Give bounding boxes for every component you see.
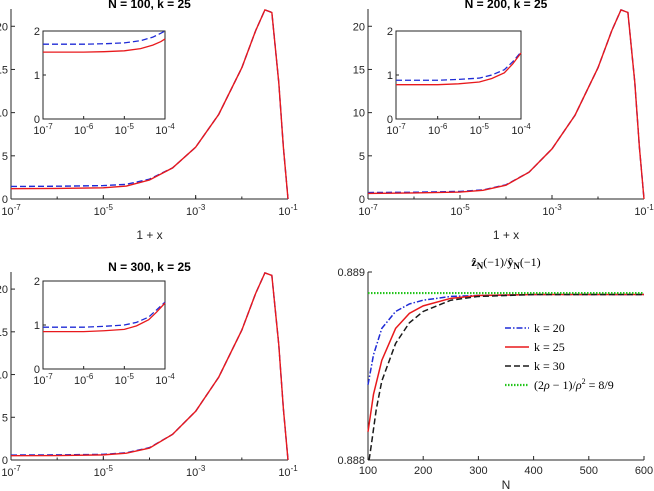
- p1-inset-xtick-label: 10-7: [33, 122, 53, 137]
- p2-inset-ytick-label: 1: [387, 70, 393, 82]
- p1-inset-xtick-label: 10-4: [155, 122, 175, 137]
- p4-legend: k = 20 k = 25 k = 30 (2ρ − 1)/ρ2 = 8/9: [505, 321, 614, 392]
- p2-xlabel: 1 + x: [493, 228, 519, 242]
- p1-inset: 0 1 2 10-7 10-6 10-5 10-4: [33, 26, 175, 137]
- p1-ytick-label: 20: [0, 21, 8, 33]
- p3-inset-xtick-label: 10-7: [33, 372, 53, 387]
- p1-inset-series-red: [43, 38, 166, 53]
- p3-inset-ytick-label: 0: [34, 364, 40, 376]
- p3-inset-series-red: [43, 302, 166, 333]
- p4-xtick-label: 300: [469, 465, 487, 477]
- p3-inset: 0 1 2 10-7 10-6 10-5 10-4: [33, 276, 175, 387]
- p3-title: N = 300, k = 25: [108, 260, 191, 274]
- p4-series-2: [368, 293, 644, 461]
- p1-inset-ytick-label: 2: [34, 26, 40, 38]
- p1-xtick-label: 10-5: [94, 203, 114, 218]
- p1-ytick-label: 5: [2, 151, 8, 163]
- p4-xtick-label: 400: [524, 465, 542, 477]
- p1-xtick-label: 10-1: [278, 203, 298, 218]
- p2-ytick-label: 10: [353, 108, 365, 120]
- p1-ytick-label: 10: [0, 108, 8, 120]
- p2-inset-xtick-label: 10-4: [511, 122, 531, 137]
- p3-ytick-label: 15: [0, 327, 8, 339]
- p2-title: N = 200, k = 25: [465, 0, 548, 11]
- p2-inset: 0 1 2 10-7 10-6 10-5 10-4: [386, 26, 531, 137]
- p2-ytick-label: 0: [359, 194, 365, 206]
- p4-xtick-label: 200: [414, 465, 432, 477]
- p4-legend-label-3: (2ρ − 1)/ρ2 = 8/9: [534, 377, 614, 392]
- p1-ytick-label: 0: [2, 194, 8, 206]
- p3-ytick-label: 10: [0, 370, 8, 382]
- p2-inset-series-red: [396, 52, 522, 86]
- p3-xtick-label: 10-5: [94, 464, 114, 479]
- p4-xtick-label: 100: [359, 465, 377, 477]
- p3-ytick-label: 5: [2, 412, 8, 424]
- p3-xtick-label: 10-7: [1, 464, 21, 479]
- p2-series-red: [367, 8, 645, 200]
- p2-inset-box: [395, 30, 522, 120]
- p2-ytick-label: 20: [353, 21, 365, 33]
- p3-xlabel: 1 + x: [136, 489, 162, 491]
- p1-inset-xtick-label: 10-5: [115, 122, 135, 137]
- p1-xtick-label: 10-3: [186, 203, 206, 218]
- p1-xtick-label: 10-7: [1, 203, 21, 218]
- p3-inset-ytick-label: 2: [34, 276, 40, 288]
- p2-inset-xtick-label: 10-5: [470, 122, 490, 137]
- panel-n100: N = 100, k = 250510152010-710-510-310-11…: [0, 0, 298, 242]
- p3-inset-box: [42, 280, 166, 370]
- p2-ytick-label: 5: [359, 151, 365, 163]
- p3-ytick-label: 20: [0, 284, 8, 296]
- panel-ratio-vs-n: ẑN(−1)/ŷN(−1) 0.888 0.889 100 200 300 400 500 60…: [337, 255, 653, 491]
- panel-n300: N = 300, k = 250510152010-710-510-310-11…: [0, 260, 298, 491]
- p3-series-red: [10, 271, 289, 461]
- p4-legend-label-0: k = 20: [534, 321, 565, 335]
- p4-title: ẑN(−1)/ŷN(−1): [471, 255, 540, 271]
- p2-inset-ytick-label: 2: [387, 26, 393, 38]
- p1-ytick-label: 15: [0, 64, 8, 76]
- p4-ytick-label: 0.888: [337, 455, 365, 467]
- p1-inset-series-blue: [43, 30, 166, 45]
- p2-xtick-label: 10-5: [450, 203, 470, 218]
- p3-ytick-label: 0: [2, 455, 8, 467]
- p3-inset-xtick-label: 10-4: [155, 372, 175, 387]
- p4-legend-label-2: k = 30: [534, 359, 565, 373]
- p2-inset-xtick-label: 10-7: [386, 122, 406, 137]
- p1-title: N = 100, k = 25: [108, 0, 191, 11]
- p4-xtick-label: 500: [580, 465, 598, 477]
- p1-inset-xtick-label: 10-6: [74, 122, 94, 137]
- p1-inset-ytick-label: 0: [34, 114, 40, 126]
- p2-ytick-label: 15: [353, 64, 365, 76]
- p2-xtick-label: 10-7: [358, 203, 378, 218]
- p4-xtick-label: 600: [635, 465, 653, 477]
- p2-inset-series-blue: [396, 51, 522, 81]
- p1-series-red: [10, 8, 289, 200]
- p1-xlabel: 1 + x: [136, 228, 162, 242]
- p4-xlabel: N: [502, 478, 511, 491]
- p4-series-0: [367, 293, 644, 385]
- p2-xtick-label: 10-3: [542, 203, 562, 218]
- p2-inset-ytick-label: 0: [387, 114, 393, 126]
- p4-series-1: [367, 293, 644, 432]
- p3-inset-xtick-label: 10-6: [74, 372, 94, 387]
- p2-inset-xtick-label: 10-6: [428, 122, 448, 137]
- p3-inset-xtick-label: 10-5: [115, 372, 135, 387]
- p3-inset-ytick-label: 1: [34, 320, 40, 332]
- p2-xtick-label: 10-1: [634, 203, 654, 218]
- p4-legend-label-1: k = 25: [534, 340, 565, 354]
- p1-inset-ytick-label: 1: [34, 70, 40, 82]
- p3-xtick-label: 10-1: [278, 464, 298, 479]
- p3-xtick-label: 10-3: [186, 464, 206, 479]
- p4-ytick-label: 0.889: [337, 267, 365, 279]
